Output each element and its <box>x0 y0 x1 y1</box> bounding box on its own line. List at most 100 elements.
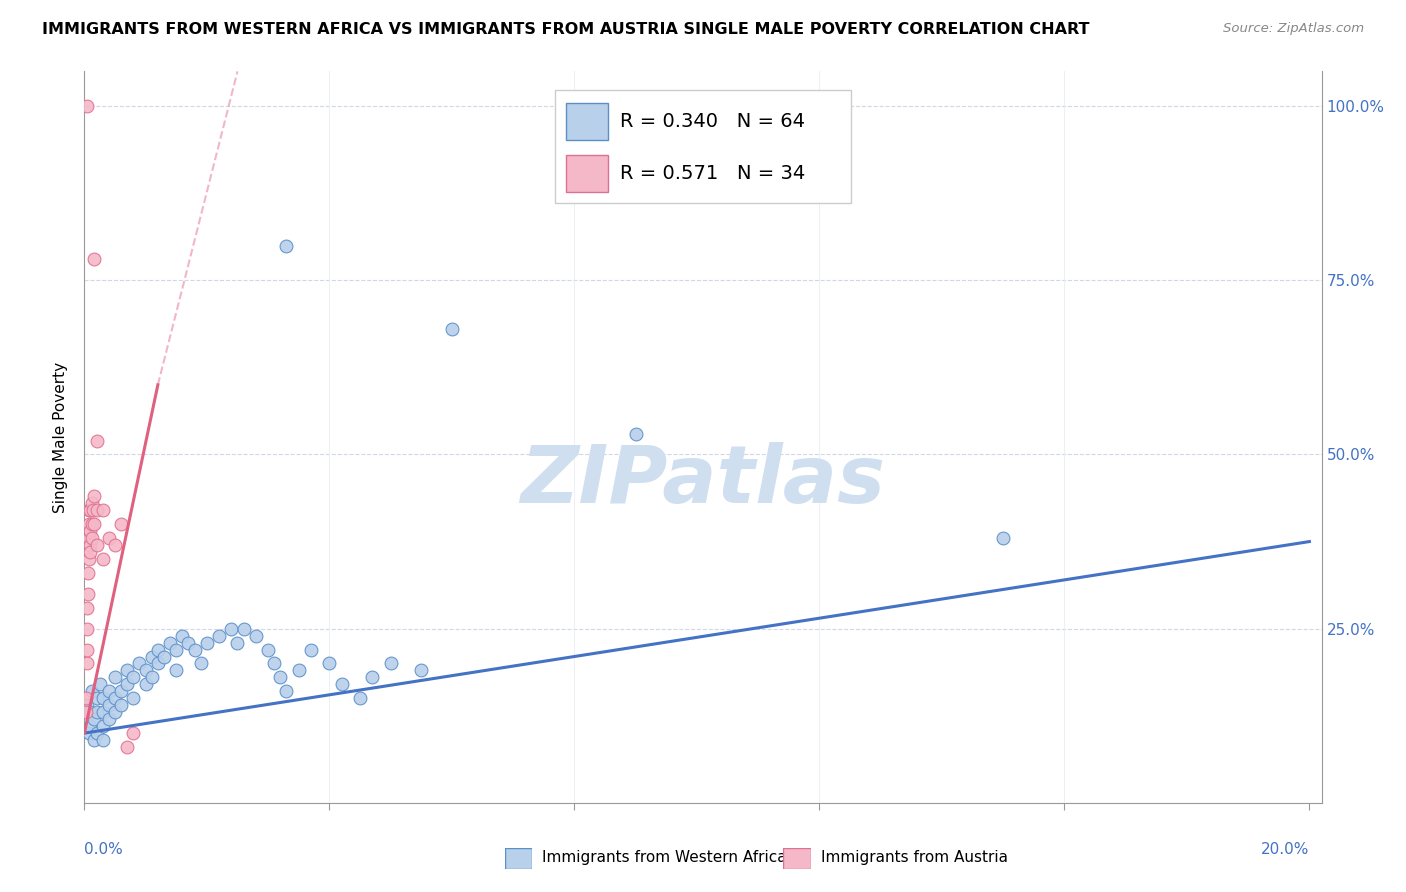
Point <box>82 531 104 545</box>
Text: Immigrants from Austria: Immigrants from Austria <box>821 850 1008 865</box>
Point <box>97 698 120 713</box>
Point <box>411 664 433 678</box>
Point <box>86 705 108 719</box>
Text: ZIPatlas: ZIPatlas <box>520 442 886 520</box>
Point <box>115 677 138 691</box>
Y-axis label: Single Male Poverty: Single Male Poverty <box>53 361 69 513</box>
Point <box>97 712 120 726</box>
Point <box>77 517 100 532</box>
Point <box>141 670 163 684</box>
Point <box>83 517 105 532</box>
Point <box>83 489 105 503</box>
Point <box>349 691 371 706</box>
Point <box>299 642 322 657</box>
Point <box>440 322 463 336</box>
Point <box>991 531 1014 545</box>
Text: IMMIGRANTS FROM WESTERN AFRICA VS IMMIGRANTS FROM AUSTRIA SINGLE MALE POVERTY CO: IMMIGRANTS FROM WESTERN AFRICA VS IMMIGR… <box>42 22 1090 37</box>
Point <box>208 629 231 643</box>
Point <box>245 629 267 643</box>
Point <box>122 726 145 740</box>
Point <box>159 635 181 649</box>
Point <box>77 726 100 740</box>
Point <box>624 426 647 441</box>
Point <box>146 657 169 671</box>
Point <box>77 587 100 601</box>
Point <box>232 622 254 636</box>
Point <box>80 496 103 510</box>
Point <box>91 719 114 733</box>
Point <box>110 698 132 713</box>
Point <box>91 691 114 706</box>
Point <box>79 705 101 719</box>
Point <box>86 726 108 740</box>
Point <box>75 691 97 706</box>
Point <box>91 733 114 747</box>
Point <box>221 622 243 636</box>
Point <box>91 503 114 517</box>
Point <box>91 552 114 566</box>
Point <box>146 642 169 657</box>
Point <box>91 705 114 719</box>
Point <box>76 600 98 615</box>
Point <box>77 566 100 580</box>
Point <box>287 664 309 678</box>
Point <box>361 670 384 684</box>
Point <box>77 503 100 517</box>
Point <box>195 635 218 649</box>
Point <box>83 733 105 747</box>
Point <box>110 684 132 698</box>
Text: 0.0%: 0.0% <box>84 842 124 856</box>
Text: Immigrants from Western Africa: Immigrants from Western Africa <box>543 850 787 865</box>
Point <box>89 677 111 691</box>
Point <box>380 657 402 671</box>
Point <box>76 99 98 113</box>
Point <box>80 684 103 698</box>
Point <box>104 670 127 684</box>
Point <box>82 503 104 517</box>
Point <box>115 664 138 678</box>
Point <box>269 670 291 684</box>
Point <box>177 635 200 649</box>
Point <box>165 642 187 657</box>
Point <box>76 642 98 657</box>
Point <box>80 517 103 532</box>
Point <box>183 642 205 657</box>
Point <box>115 740 138 755</box>
Point <box>77 552 100 566</box>
Point <box>83 252 105 267</box>
Point <box>135 664 157 678</box>
Point <box>141 649 163 664</box>
Point <box>97 531 120 545</box>
Point <box>110 517 132 532</box>
Point <box>153 649 176 664</box>
Text: Source: ZipAtlas.com: Source: ZipAtlas.com <box>1223 22 1364 36</box>
Point <box>276 684 298 698</box>
Point <box>86 691 108 706</box>
Point <box>86 538 108 552</box>
Point <box>79 524 101 538</box>
Point <box>263 657 285 671</box>
Text: 20.0%: 20.0% <box>1261 842 1309 856</box>
Point <box>79 503 101 517</box>
Point <box>79 538 101 552</box>
Point <box>83 712 105 726</box>
Point <box>104 691 127 706</box>
Point <box>128 657 150 671</box>
Point <box>79 719 101 733</box>
Point <box>122 670 145 684</box>
Point <box>97 684 120 698</box>
Point <box>276 238 298 252</box>
Point <box>76 657 98 671</box>
Point <box>75 705 97 719</box>
Point <box>330 677 353 691</box>
Point <box>165 664 187 678</box>
Point <box>86 503 108 517</box>
Point <box>172 629 194 643</box>
Point <box>190 657 212 671</box>
Point <box>86 434 108 448</box>
Point <box>226 635 249 649</box>
Point <box>135 677 157 691</box>
Point <box>79 545 101 559</box>
Point <box>76 622 98 636</box>
Point <box>318 657 340 671</box>
